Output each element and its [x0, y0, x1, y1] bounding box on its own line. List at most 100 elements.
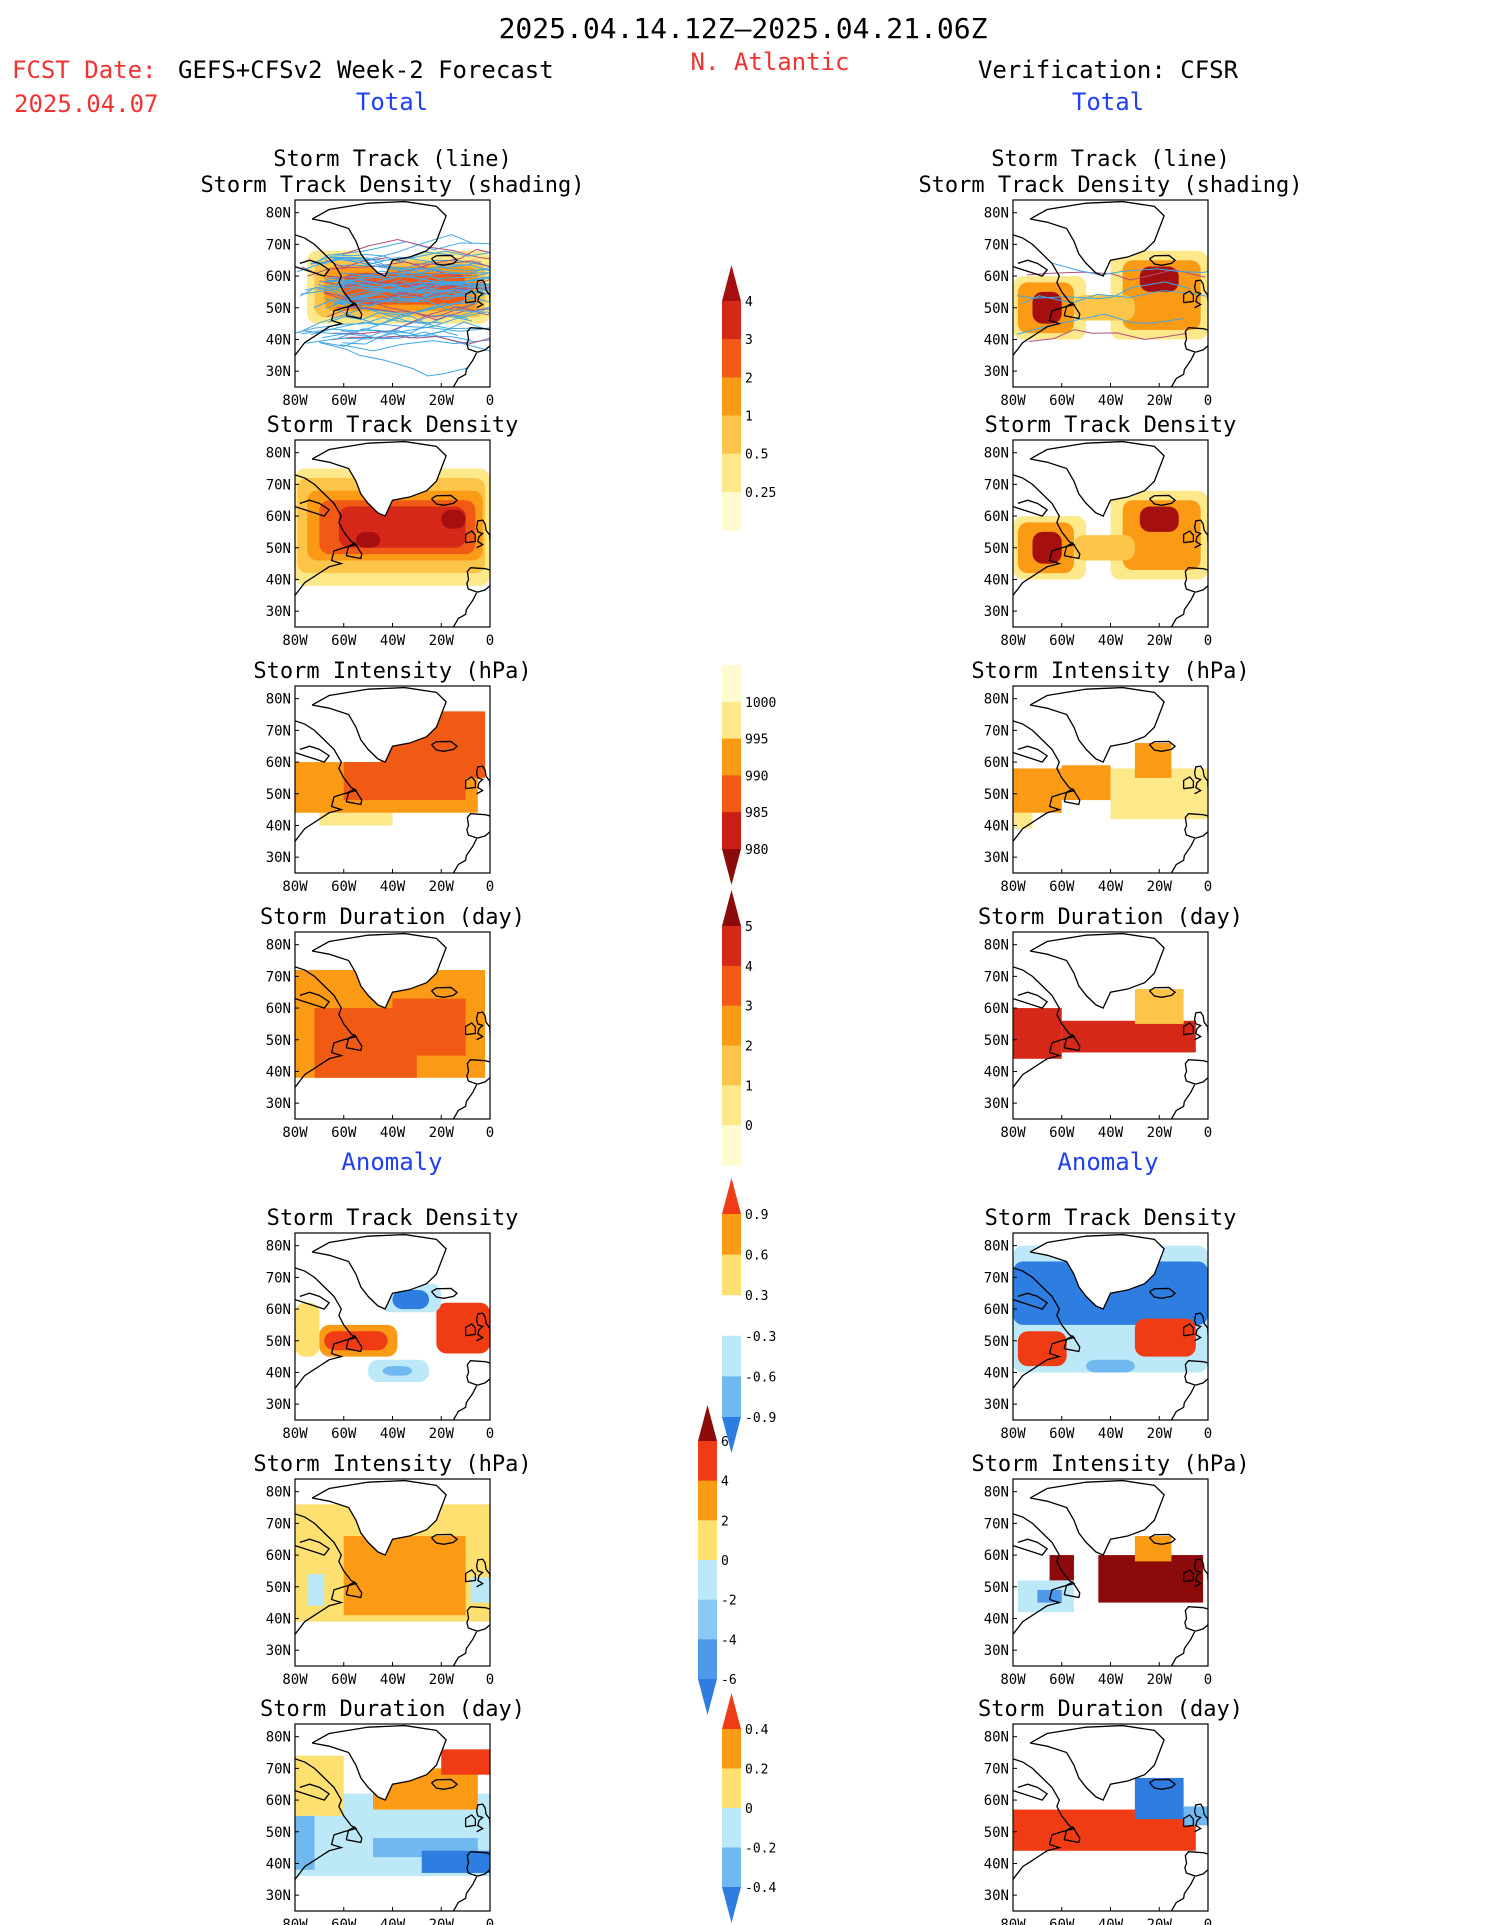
- lat-tick-label: 80N: [984, 446, 1009, 462]
- coastline: [311, 200, 447, 277]
- storm-track-line: [339, 339, 490, 352]
- colorbar-label: 1000: [745, 696, 776, 711]
- colorbar-duration_anom: 0.4 0.2 0 -0.2 -0.4: [722, 1693, 776, 1923]
- colorbar-swatch: [698, 1639, 717, 1680]
- shaded-region: [436, 1302, 490, 1354]
- lon-tick-label: 60W: [1049, 1917, 1075, 1925]
- shaded-region: [470, 1577, 490, 1603]
- lat-tick-label: 80N: [984, 938, 1009, 954]
- greenland-land: [1030, 1234, 1165, 1310]
- lon-tick-label: 20W: [429, 1426, 455, 1442]
- lat-tick-label: 70N: [266, 1516, 291, 1532]
- coastline: [1013, 1292, 1049, 1310]
- storm-track-line: [333, 306, 490, 335]
- coastline: [1182, 290, 1195, 304]
- storm-track-line: [305, 311, 490, 344]
- lon-tick-label: 0: [486, 393, 494, 409]
- shaded-region: [382, 1366, 412, 1376]
- lon-tick-label: 40W: [1098, 1426, 1124, 1442]
- lon-tick-label: 80W: [282, 393, 308, 409]
- greenland-land: [312, 201, 447, 277]
- colorbar-swatch: [722, 701, 741, 740]
- storm-track-line: [303, 330, 472, 341]
- colorbar-label: 0.25: [745, 486, 776, 501]
- lat-tick-label: 70N: [266, 969, 291, 985]
- storm-track-line: [304, 281, 484, 298]
- shaded-region: [1134, 989, 1184, 1024]
- greenland-land: [312, 1234, 447, 1310]
- lon-tick-label: 40W: [380, 393, 406, 409]
- colorbar-swatch: [722, 812, 741, 850]
- storm-track-line: [317, 272, 489, 293]
- lon-tick-label: 20W: [1147, 1672, 1173, 1688]
- shaded-region: [1139, 266, 1179, 292]
- lat-tick-label: 50N: [266, 1580, 291, 1596]
- coastline: [1170, 1631, 1196, 1666]
- coastline: [464, 530, 477, 544]
- lon-tick-label: 0: [486, 1426, 494, 1442]
- coastline: [431, 1533, 459, 1545]
- lat-tick-label: 70N: [984, 1516, 1009, 1532]
- colorbar-label: 2: [721, 1514, 729, 1529]
- lon-tick-label: 20W: [1147, 1426, 1173, 1442]
- colorbar-swatch: [722, 491, 741, 531]
- lon-tick-label: 60W: [1049, 393, 1075, 409]
- colorbar-label: 4: [721, 1475, 729, 1490]
- storm-track-line: [298, 293, 461, 334]
- colorbar-swatch: [722, 926, 741, 967]
- lat-tick-label: 60N: [984, 1793, 1009, 1809]
- colorbar-label: -0.3: [745, 1330, 776, 1345]
- shaded-region: [441, 509, 466, 529]
- greenland-land: [312, 687, 447, 763]
- lat-tick-label: 80N: [266, 1730, 291, 1746]
- panel-title: Storm Track Density: [985, 1206, 1237, 1231]
- lat-tick-label: 40N: [266, 332, 291, 348]
- colorbar-label: -0.6: [745, 1370, 776, 1385]
- storm-track-line: [1016, 313, 1184, 335]
- lat-tick-label: 60N: [984, 1548, 1009, 1564]
- coastline: [1013, 259, 1049, 277]
- coastline: [1182, 1569, 1195, 1583]
- lat-tick-label: 50N: [984, 301, 1009, 317]
- coastline: [1182, 776, 1195, 790]
- lat-tick-label: 30N: [266, 1397, 291, 1413]
- coastline: [431, 1778, 459, 1790]
- coastline: [295, 259, 331, 277]
- lat-tick-label: 40N: [266, 1365, 291, 1381]
- colorbar-swatch: [722, 1729, 741, 1769]
- lat-tick-label: 40N: [984, 1611, 1009, 1627]
- lat-tick-label: 70N: [266, 723, 291, 739]
- lon-tick-label: 0: [1204, 1426, 1212, 1442]
- map-panel-fc_intensity: Storm Intensity (hPa) 80N 70N 60N 50N 40N 30N 8…: [253, 659, 531, 895]
- coastline: [1149, 254, 1177, 266]
- lon-tick-label: 80W: [1000, 1426, 1026, 1442]
- coastline: [1013, 1783, 1049, 1801]
- coastline: [295, 991, 331, 1009]
- lon-tick-label: 0: [1204, 633, 1212, 649]
- map-panel-fc_density_anom: Storm Track Density 80N 70N 60N 50N 40N 30N 80W…: [266, 1206, 519, 1442]
- coastline: [1193, 765, 1208, 795]
- colorbar-label: 995: [745, 733, 768, 748]
- coastline: [311, 440, 447, 517]
- colorbar-label: -0.4: [745, 1881, 776, 1896]
- lat-tick-label: 50N: [984, 1825, 1009, 1841]
- colorbar-swatch: [722, 1214, 741, 1256]
- lat-tick-label: 60N: [984, 755, 1009, 771]
- colorbar-label: 0.3: [745, 1289, 768, 1304]
- lon-tick-label: 80W: [282, 1672, 308, 1688]
- greenland-land: [1030, 933, 1165, 1009]
- coastline: [475, 1803, 490, 1833]
- coastline: [1193, 1803, 1208, 1833]
- shaded-region: [319, 812, 393, 826]
- coastline: [1170, 1385, 1196, 1420]
- lon-tick-label: 80W: [1000, 1672, 1026, 1688]
- lat-tick-label: 30N: [984, 1397, 1009, 1413]
- lon-tick-label: 40W: [1098, 1125, 1124, 1141]
- shaded-region: [324, 1331, 388, 1351]
- coastline: [1029, 200, 1165, 277]
- lon-tick-label: 60W: [1049, 879, 1075, 895]
- colorbar-swatch: [722, 1808, 741, 1848]
- storm-track-line: [335, 283, 490, 302]
- lat-tick-label: 60N: [266, 1548, 291, 1564]
- map-panel-fc_duration_anom: Storm Duration (day) 80N 70N 60N 50N 40N 30N 80…: [260, 1697, 525, 1925]
